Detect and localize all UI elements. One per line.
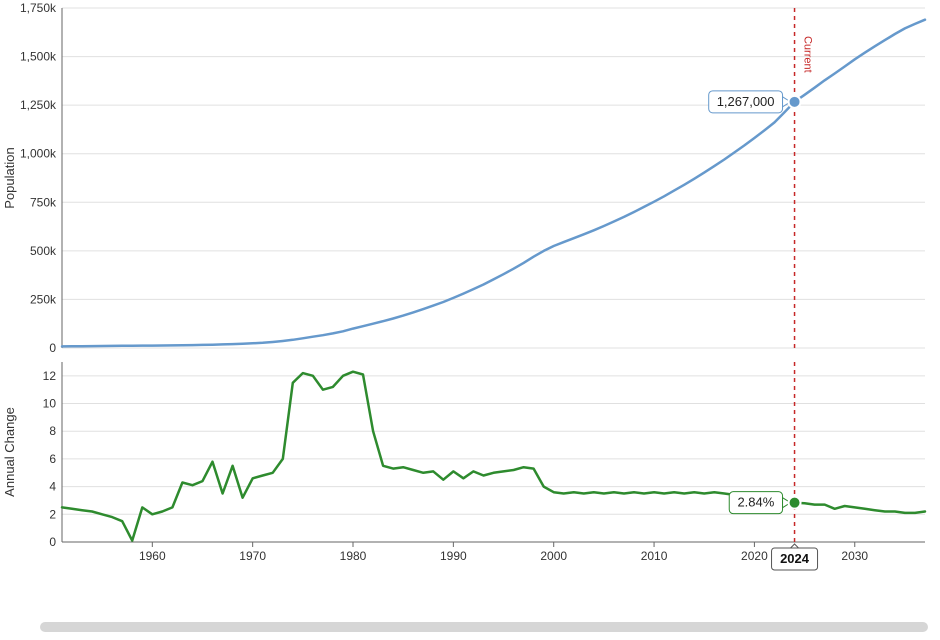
population-marker[interactable] xyxy=(789,96,801,108)
current-year-box-notch xyxy=(791,544,799,548)
population-line xyxy=(62,20,925,347)
chart-svg: 0 250k 500k 750k 1,000k 1,250k 1,500k 1,750k Pop… xyxy=(0,0,940,616)
change-ytick: 12 xyxy=(43,369,57,383)
change-ylabel: Annual Change xyxy=(2,407,17,497)
horizontal-scroll-track[interactable] xyxy=(40,622,928,632)
chart-container: 0 250k 500k 750k 1,000k 1,250k 1,500k 1,750k Pop… xyxy=(0,0,940,640)
pop-ytick: 250k xyxy=(30,292,57,306)
pop-ytick: 1,000k xyxy=(20,147,57,161)
change-ytick: 8 xyxy=(49,424,56,438)
change-ytick: 10 xyxy=(43,397,57,411)
change-ytick: 4 xyxy=(49,480,56,494)
annual-change-line xyxy=(62,372,925,541)
change-ytick: 0 xyxy=(49,535,56,549)
current-year-box-label: 2024 xyxy=(780,551,810,566)
x-tick: 2010 xyxy=(641,549,668,563)
population-ylabel: Population xyxy=(2,147,17,208)
x-tick: 1990 xyxy=(440,549,467,563)
pop-ytick: 500k xyxy=(30,244,57,258)
x-tick: 2000 xyxy=(540,549,567,563)
change-callout-value: 2.84% xyxy=(737,495,774,510)
x-tick: 1970 xyxy=(239,549,266,563)
pop-ytick: 1,500k xyxy=(20,50,57,64)
change-marker[interactable] xyxy=(789,497,801,509)
x-tick: 1960 xyxy=(139,549,166,563)
current-label: Current xyxy=(802,36,814,73)
pop-ytick: 1,750k xyxy=(20,1,57,15)
x-tick: 2020 xyxy=(741,549,768,563)
pop-ytick: 0 xyxy=(49,341,56,355)
x-tick: 1980 xyxy=(340,549,367,563)
population-callout-value: 1,267,000 xyxy=(717,94,775,109)
pop-ytick: 750k xyxy=(30,195,57,209)
x-tick: 2030 xyxy=(841,549,868,563)
change-ytick: 6 xyxy=(49,452,56,466)
pop-ytick: 1,250k xyxy=(20,98,57,112)
change-ytick: 2 xyxy=(49,507,56,521)
